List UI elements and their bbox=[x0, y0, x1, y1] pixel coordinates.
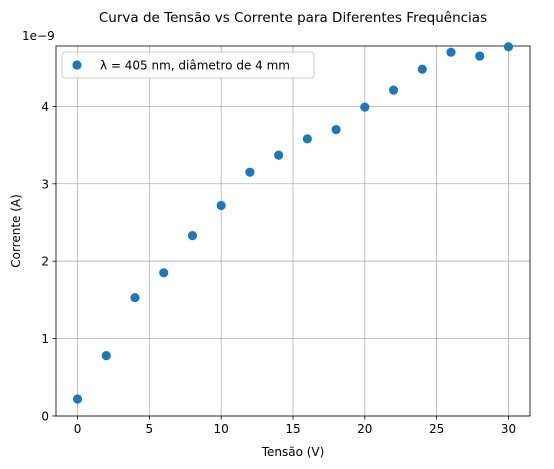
x-tick-label: 30 bbox=[501, 422, 516, 436]
legend-entry: λ = 405 nm, diâmetro de 4 mm bbox=[100, 59, 290, 73]
y-tick-label: 4 bbox=[41, 100, 49, 114]
y-axis-ticks: 0 1 2 3 4 bbox=[41, 100, 56, 424]
data-point bbox=[417, 64, 427, 74]
y-tick-label: 3 bbox=[41, 177, 49, 191]
legend-marker bbox=[72, 60, 82, 70]
x-tick-label: 10 bbox=[214, 422, 229, 436]
x-axis-label: Tensão (V) bbox=[261, 445, 325, 459]
data-point bbox=[72, 394, 83, 404]
legend-box bbox=[61, 51, 315, 79]
data-point bbox=[475, 51, 485, 61]
data-point bbox=[503, 42, 514, 52]
x-axis-ticks: 0 5 10 15 20 25 30 bbox=[74, 416, 516, 436]
chart-title: Curva de Tensão vs Corrente para Diferen… bbox=[99, 10, 487, 26]
data-point bbox=[274, 150, 284, 160]
data-point bbox=[101, 351, 111, 361]
data-point bbox=[388, 85, 399, 95]
legend: λ = 405 nm, diâmetro de 4 mm bbox=[61, 51, 315, 79]
data-point bbox=[331, 124, 341, 135]
data-point bbox=[187, 231, 198, 241]
data-point bbox=[446, 47, 456, 57]
grid-lines bbox=[56, 46, 530, 417]
data-point bbox=[245, 167, 255, 177]
data-point bbox=[216, 200, 226, 211]
y-tick-label: 2 bbox=[41, 255, 49, 269]
data-point bbox=[159, 268, 169, 278]
data-point bbox=[302, 134, 312, 144]
y-axis-label: Corrente (A) bbox=[9, 194, 23, 268]
data-point bbox=[360, 102, 370, 112]
y-tick-label: 0 bbox=[41, 410, 49, 424]
data-point bbox=[130, 292, 140, 303]
x-tick-label: 0 bbox=[74, 422, 82, 436]
x-tick-label: 5 bbox=[146, 422, 154, 436]
y-tick-label: 1 bbox=[41, 332, 49, 346]
x-tick-label: 15 bbox=[285, 422, 300, 436]
x-tick-label: 20 bbox=[357, 422, 372, 436]
data-points bbox=[72, 42, 514, 404]
y-axis-scale-label: 1e−9 bbox=[22, 29, 55, 43]
x-tick-label: 25 bbox=[429, 422, 444, 436]
